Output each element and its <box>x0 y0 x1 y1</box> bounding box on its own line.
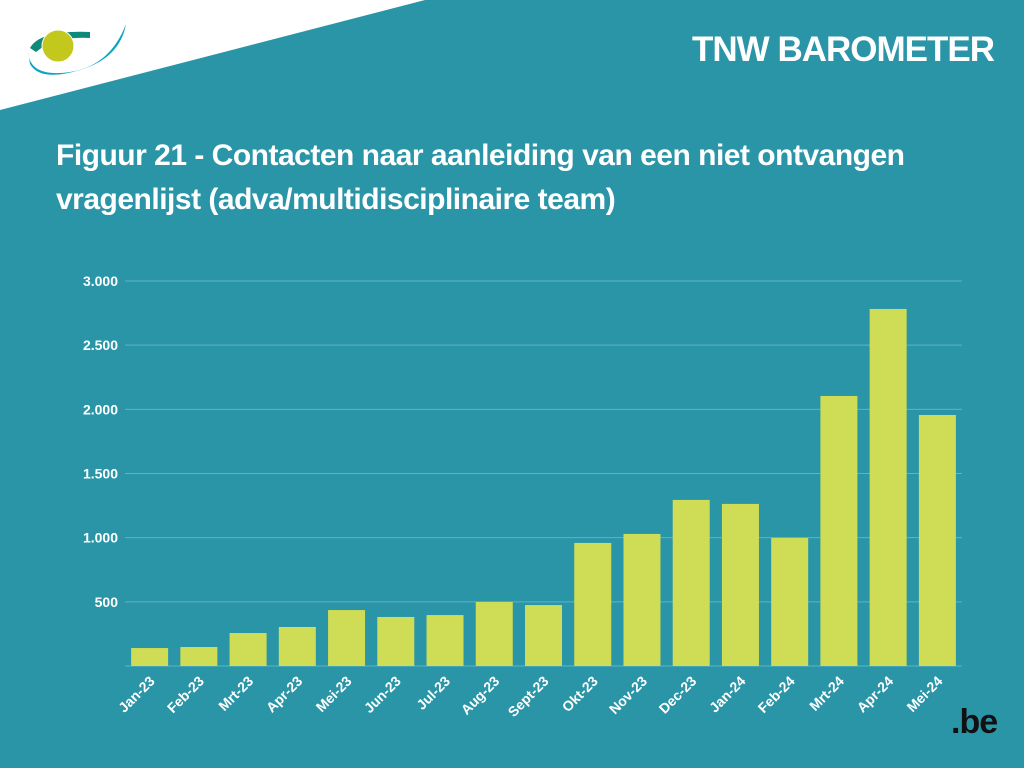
x-tick-label: Feb-23 <box>164 673 207 716</box>
bar <box>623 533 661 666</box>
x-tick-label: Apr-23 <box>263 673 306 716</box>
bar <box>377 616 415 666</box>
brand-title: TNW BAROMETER <box>692 30 995 69</box>
bar <box>131 648 169 666</box>
x-tick-label: Sept-23 <box>505 673 552 720</box>
logo-icon <box>28 24 126 75</box>
be-logo: .be <box>951 703 998 741</box>
x-tick-label: Nov-23 <box>606 673 650 717</box>
y-tick-label: 3.000 <box>83 273 118 289</box>
x-tick-label: Jun-23 <box>361 673 404 716</box>
bar <box>525 605 562 666</box>
x-tick-label: Jan-24 <box>706 673 749 716</box>
bar <box>869 308 907 666</box>
bar <box>672 499 710 666</box>
chart-title: Figuur 21 - Contacten naar aanleiding va… <box>56 139 905 216</box>
bar <box>475 601 513 666</box>
bar <box>229 633 267 666</box>
header-corner <box>0 0 425 110</box>
y-tick-label: 1.500 <box>83 466 118 482</box>
bar <box>918 414 956 666</box>
x-tick-label: Jul-23 <box>413 673 453 713</box>
bar <box>771 537 809 666</box>
x-tick-label: Jan-23 <box>115 673 158 716</box>
bar <box>721 503 759 666</box>
x-tick-label: Dec-23 <box>656 673 700 717</box>
bar <box>426 615 464 666</box>
x-tick-label: Feb-24 <box>755 673 798 716</box>
x-tick-label: Mrt-23 <box>215 673 256 714</box>
bar <box>180 647 218 666</box>
bar <box>278 626 316 666</box>
x-tick-label: Okt-23 <box>559 673 601 715</box>
y-tick-label: 2.000 <box>83 401 118 417</box>
bar <box>328 610 366 666</box>
bar <box>820 395 858 666</box>
x-tick-label: Mei-24 <box>903 673 945 715</box>
x-tick-label: Aug-23 <box>458 673 503 718</box>
x-tick-label: Mrt-24 <box>806 673 847 714</box>
y-tick-label: 1.000 <box>83 530 118 546</box>
y-tick-label: 500 <box>95 594 119 610</box>
bar <box>574 542 612 666</box>
x-tick-label: Apr-24 <box>854 673 897 716</box>
y-tick-label: 2.500 <box>83 337 118 353</box>
x-tick-label: Mei-23 <box>313 673 355 715</box>
